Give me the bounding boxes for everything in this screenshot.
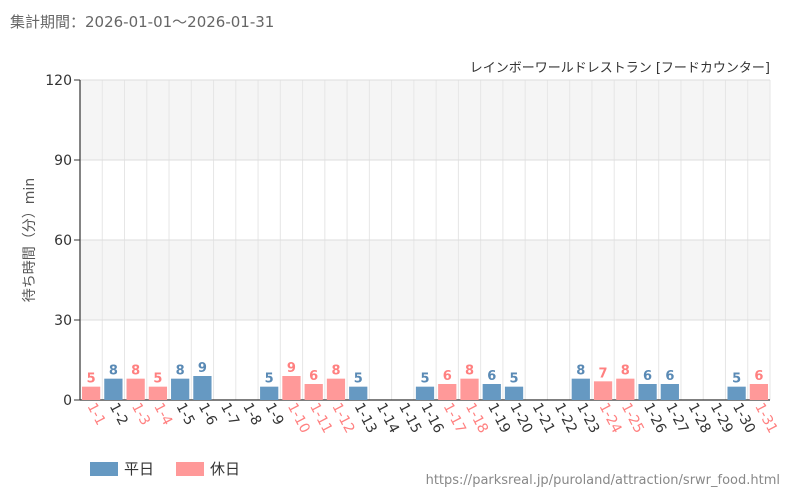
bar-1-24 xyxy=(593,381,613,400)
value-label-1-19: 6 xyxy=(487,369,496,384)
bar-1-23 xyxy=(571,378,590,400)
bar-1-30 xyxy=(727,386,746,400)
bar-1-9 xyxy=(260,386,279,400)
value-label-1-2: 8 xyxy=(109,364,118,379)
legend: 平日 休日 xyxy=(90,458,262,479)
bar-1-27 xyxy=(660,384,679,400)
bar-1-5 xyxy=(171,378,190,400)
y-tick-label: 120 xyxy=(45,73,72,89)
value-label-1-20: 5 xyxy=(510,372,519,387)
legend-swatch-holiday xyxy=(176,461,205,476)
bar-1-26 xyxy=(638,384,657,400)
value-label-1-1: 5 xyxy=(87,372,96,387)
value-label-1-4: 5 xyxy=(153,372,162,387)
bar-1-16 xyxy=(415,386,435,400)
bar-1-13 xyxy=(349,386,368,400)
bar-1-31 xyxy=(749,384,768,400)
value-label-1-23: 8 xyxy=(576,364,585,379)
bar-1-4 xyxy=(148,386,168,400)
value-label-1-16: 5 xyxy=(420,372,429,387)
bar-1-6 xyxy=(193,376,212,400)
x-tick-label-1-2: 1-2 xyxy=(106,400,131,428)
value-label-1-9: 5 xyxy=(265,372,274,387)
y-tick-label: 0 xyxy=(63,393,72,409)
bar-1-20 xyxy=(504,386,524,400)
value-label-1-12: 8 xyxy=(331,364,340,379)
value-label-1-6: 9 xyxy=(198,361,207,376)
value-label-1-13: 5 xyxy=(354,372,363,387)
x-tick-label-1-31: 1-31 xyxy=(751,400,780,436)
x-tick-label-1-5: 1-5 xyxy=(173,400,198,428)
value-label-1-27: 6 xyxy=(665,369,674,384)
legend-item-holiday: 休日 xyxy=(176,458,240,479)
value-label-1-10: 9 xyxy=(287,361,296,376)
plot-band xyxy=(80,160,770,240)
bar-1-18 xyxy=(460,378,479,400)
value-label-1-11: 6 xyxy=(309,369,318,384)
bar-1-25 xyxy=(616,378,635,400)
bar-1-3 xyxy=(126,378,145,400)
bar-1-2 xyxy=(104,378,123,400)
legend-label-weekday: 平日 xyxy=(124,460,155,478)
y-axis-label: 待ち時間（分）min xyxy=(22,178,38,302)
plot-band xyxy=(80,80,770,160)
chart-title: レインボーワールドレストラン [フードカウンター] xyxy=(470,61,770,76)
bar-1-19 xyxy=(482,384,501,400)
value-label-1-5: 8 xyxy=(176,364,185,379)
value-label-1-25: 8 xyxy=(621,364,630,379)
x-tick-label-1-3: 1-3 xyxy=(128,400,153,428)
period-label: 集計期間：2026-01-01〜2026-01-31 xyxy=(10,13,275,31)
bar-1-11 xyxy=(304,384,323,400)
value-label-1-26: 6 xyxy=(643,369,652,384)
bar-1-10 xyxy=(282,376,301,400)
x-tick-label-1-4: 1-4 xyxy=(150,400,175,428)
legend-label-holiday: 休日 xyxy=(210,460,241,478)
x-tick-label-1-8: 1-8 xyxy=(239,400,264,428)
y-tick-label: 90 xyxy=(54,153,72,169)
value-label-1-24: 7 xyxy=(599,366,608,381)
value-label-1-30: 5 xyxy=(732,372,741,387)
x-tick-label-1-7: 1-7 xyxy=(217,400,242,428)
plot-band xyxy=(80,240,770,320)
bar-1-17 xyxy=(438,384,457,400)
x-tick-label-1-1: 1-1 xyxy=(84,400,109,428)
x-tick-label-1-9: 1-9 xyxy=(262,400,287,428)
value-label-1-3: 8 xyxy=(131,364,140,379)
value-label-1-18: 8 xyxy=(465,364,474,379)
legend-swatch-weekday xyxy=(90,461,118,476)
y-tick-label: 30 xyxy=(54,313,72,329)
source-url: https://parksreal.jp/puroland/attraction… xyxy=(425,473,780,488)
value-label-1-17: 6 xyxy=(443,369,452,384)
x-tick-label-1-6: 1-6 xyxy=(195,400,220,428)
y-tick-label: 60 xyxy=(54,233,72,249)
value-label-1-31: 6 xyxy=(754,369,763,384)
bar-1-12 xyxy=(326,378,346,400)
legend-item-weekday: 平日 xyxy=(90,458,154,479)
bar-1-1 xyxy=(82,386,101,400)
